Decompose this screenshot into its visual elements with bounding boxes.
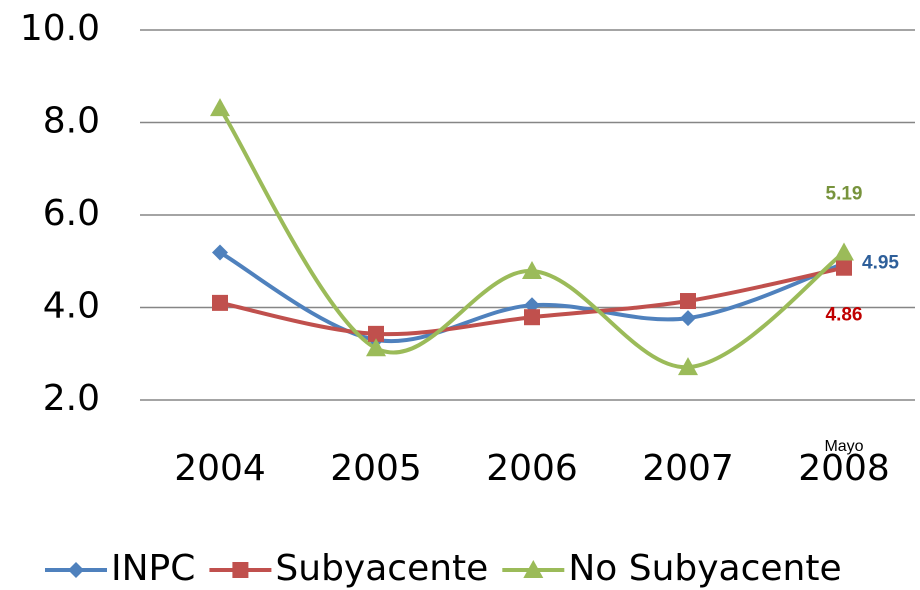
x-tick-label: 2004 [174,448,266,489]
legend-label: Subyacente [275,548,488,589]
x-tick-label: 2005 [330,448,422,489]
legend-marker [232,562,249,578]
legend-marker [68,562,84,578]
x-tick-label: 2006 [486,448,578,489]
data-label: 5.19 [826,183,863,204]
annotation: Mayo [824,438,863,455]
marker [210,98,230,117]
marker [834,242,854,261]
y-tick-label: 8.0 [43,101,100,142]
legend-label: No Subyacente [568,548,841,589]
data-label: 4.86 [826,305,863,326]
data-label: 4.95 [862,253,899,274]
marker [524,297,540,314]
marker [680,293,696,310]
marker [680,310,696,327]
marker [212,244,228,261]
y-tick-label: 6.0 [43,193,100,234]
series-line [218,107,846,370]
x-tick-label: 2008 [798,448,890,489]
y-tick-label: 2.0 [43,378,100,419]
marker [212,294,228,311]
marker [678,357,698,376]
marker [524,309,540,326]
marker [836,259,852,276]
legend-label: INPC [111,548,195,589]
marker [522,260,542,279]
marker [368,325,384,342]
y-tick-label: 4.0 [43,286,100,327]
marker [366,338,386,357]
x-tick-label: 2007 [642,448,734,489]
legend-marker [523,560,544,578]
y-tick-label: 10.0 [20,8,100,49]
